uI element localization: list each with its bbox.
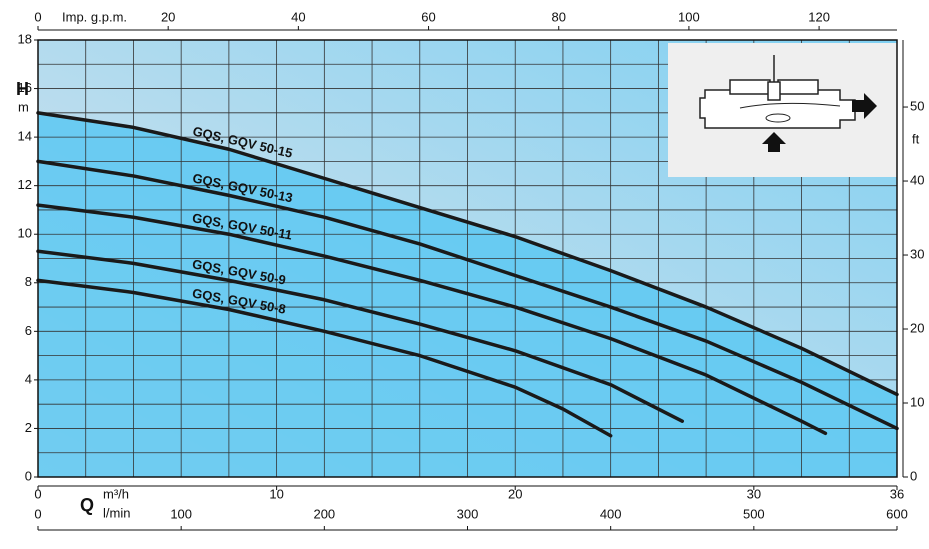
pump-inset [668, 43, 897, 177]
y-tick-label: 10 [18, 226, 32, 241]
plot-frame [37, 39, 898, 478]
y-tick-label: 4 [25, 371, 32, 386]
x3-tick-label: 120 [808, 9, 830, 24]
y-tick-label: 12 [18, 177, 32, 192]
y-axis-label: H [16, 79, 29, 99]
pump-curve [36, 159, 899, 431]
y2-axis-label: ft [912, 131, 920, 146]
pump-curve [36, 203, 828, 436]
x-tick-label: 36 [890, 486, 904, 501]
x-tick-label: 30 [747, 486, 761, 501]
y-tick-label: 18 [18, 31, 32, 46]
x3-tick-label: 100 [678, 9, 700, 24]
y2-tick-label: 40 [910, 172, 924, 187]
pump-curve [36, 111, 899, 397]
x-axis-unit: m³/h [103, 486, 129, 501]
x-tick-label: 0 [34, 486, 41, 501]
y-tick-label: 2 [25, 420, 32, 435]
x2-tick-label: 300 [457, 506, 479, 521]
x2-tick-label: 0 [34, 506, 41, 521]
x3-tick-label: 0 [34, 9, 41, 24]
x3-axis-unit: Imp. g.p.m. [62, 9, 127, 24]
pump-curve [36, 249, 684, 423]
y2-tick-label: 10 [910, 394, 924, 409]
y2-tick-label: 50 [910, 98, 924, 113]
x3-tick-label: 20 [161, 9, 175, 24]
x3-tick-label: 80 [551, 9, 565, 24]
x2-axis-unit: l/min [103, 505, 130, 520]
y-tick-label: 0 [25, 468, 32, 483]
x-tick-label: 20 [508, 486, 522, 501]
x3-tick-label: 60 [421, 9, 435, 24]
x3-tick-label: 40 [291, 9, 305, 24]
y-tick-label: 14 [18, 129, 32, 144]
pump-curve [36, 278, 613, 438]
y2-tick-label: 20 [910, 320, 924, 335]
x2-tick-label: 600 [886, 506, 908, 521]
x2-tick-label: 200 [313, 506, 335, 521]
y-tick-label: 8 [25, 274, 32, 289]
x2-tick-label: 400 [600, 506, 622, 521]
y-axis-unit: m [18, 99, 29, 114]
y-tick-label: 6 [25, 323, 32, 338]
y2-tick-label: 30 [910, 246, 924, 261]
x-axis-label: Q [80, 495, 94, 515]
x2-tick-label: 500 [743, 506, 765, 521]
x2-tick-label: 100 [170, 506, 192, 521]
x-tick-label: 10 [269, 486, 283, 501]
y-tick-label: 16 [18, 80, 32, 95]
y2-tick-label: 0 [910, 468, 917, 483]
